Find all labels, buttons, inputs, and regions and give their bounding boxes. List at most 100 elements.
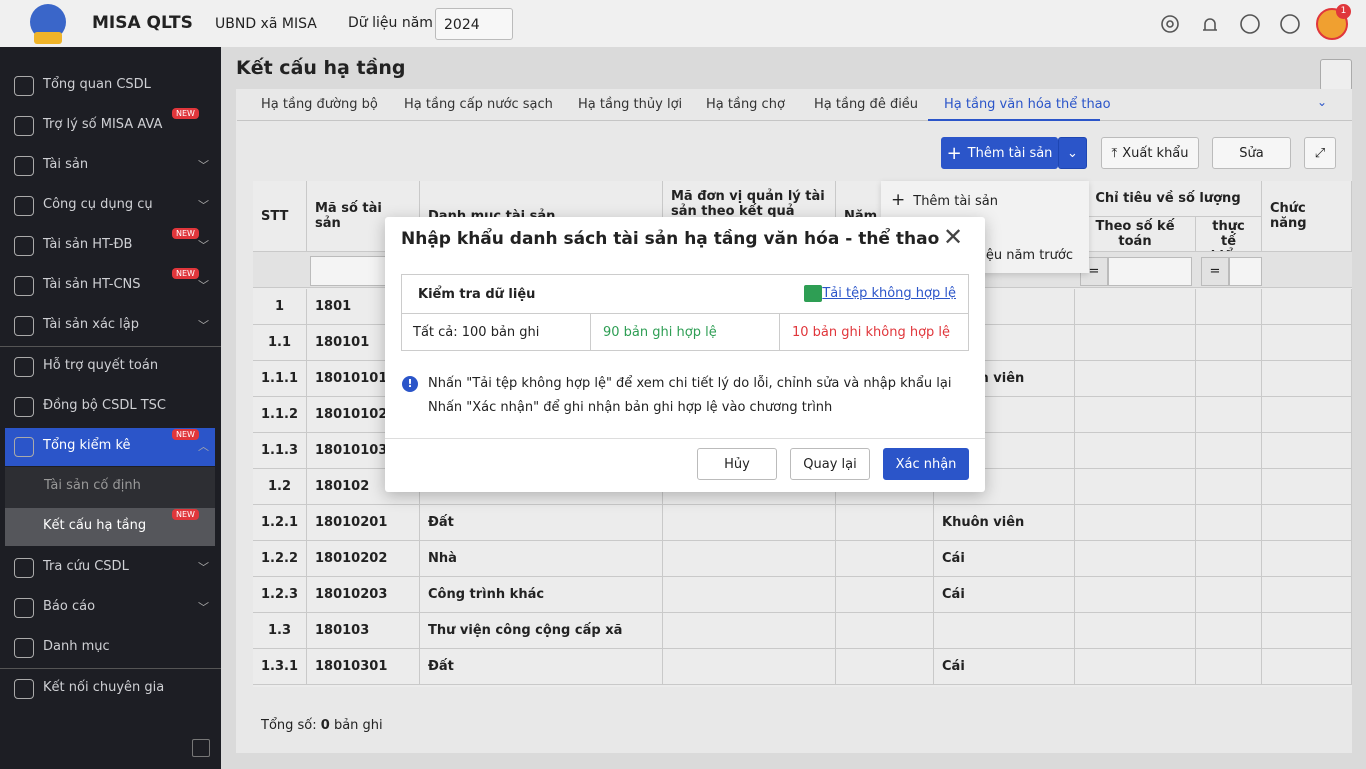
menu-item[interactable]: Tài sản xác lập xyxy=(43,317,140,332)
menu-item[interactable]: Đồng bộ CSDL TSC xyxy=(43,398,166,413)
logo xyxy=(30,4,66,44)
tab[interactable]: Hạ tầng đê điều xyxy=(814,97,919,112)
tab-bar: Hạ tầng đường bộ Hạ tầng cấp nước sạch Hạ … xyxy=(237,90,1352,121)
divider xyxy=(402,313,968,314)
table-cell xyxy=(1075,577,1196,613)
chevron: ﹀ xyxy=(198,159,209,172)
table-cell xyxy=(1196,433,1262,469)
total-records: Tất cả: 100 bản ghi xyxy=(413,325,540,340)
tab[interactable]: Hạ tầng đường bộ xyxy=(261,97,378,112)
menu-icon xyxy=(14,558,34,578)
add-dropdown[interactable]: ⌄ xyxy=(1058,137,1087,169)
menu-icon xyxy=(14,236,34,256)
menu-item[interactable]: Tài sản HT-CNS xyxy=(43,277,141,292)
header: MISA QLTS UBND xã MISA Dữ liệu năm 2024 … xyxy=(0,0,1366,47)
menu-icon xyxy=(14,357,34,377)
table-cell xyxy=(934,325,1075,361)
download-link[interactable]: Tải tệp không hợp lệ xyxy=(822,286,956,301)
menu-icon xyxy=(14,638,34,658)
fullscreen-button[interactable]: ⤢ xyxy=(1304,137,1336,169)
table-cell xyxy=(1075,541,1196,577)
menu-item[interactable]: Báo cáo xyxy=(43,599,96,614)
table-cell xyxy=(1196,613,1262,649)
menu-icon xyxy=(14,679,34,699)
app-name: MISA QLTS xyxy=(92,13,193,33)
year-label: Dữ liệu năm xyxy=(348,15,433,31)
chevron: ﹀ xyxy=(198,319,209,332)
valid-records: 90 bản ghi hợp lệ xyxy=(603,325,717,340)
new-badge: NEW xyxy=(172,509,199,520)
divider xyxy=(0,346,221,347)
table-cell xyxy=(663,649,836,685)
menu-item[interactable]: Tài sản xyxy=(43,157,89,172)
menu-item[interactable]: Tổng quan CSDL xyxy=(43,77,151,92)
year-select[interactable]: 2024 xyxy=(435,8,513,40)
cancel-button[interactable]: Hủy xyxy=(697,448,777,480)
table-cell: 18010203 xyxy=(307,577,420,613)
table-cell: Cái xyxy=(934,541,1075,577)
menu-item[interactable]: Tài sản HT-ĐB xyxy=(43,237,133,252)
settings-button[interactable] xyxy=(1320,59,1352,91)
table-cell xyxy=(1196,541,1262,577)
table-cell xyxy=(663,613,836,649)
table-cell: 1.3.1 xyxy=(253,649,307,685)
table-cell xyxy=(934,433,1075,469)
confirm-button[interactable]: Xác nhận xyxy=(883,448,969,480)
table-cell xyxy=(1196,577,1262,613)
table-cell: Đất xyxy=(420,505,663,541)
menu-icon xyxy=(14,598,34,618)
menu-item[interactable]: Công cụ dụng cụ xyxy=(43,197,153,212)
table-cell: 1.1 xyxy=(253,325,307,361)
export-button[interactable]: ⤒ Xuất khẩu xyxy=(1101,137,1199,169)
edit-label: Sửa xyxy=(1239,145,1264,161)
new-badge: NEW xyxy=(172,108,199,119)
invalid-records: 10 bản ghi không hợp lệ xyxy=(792,325,951,340)
header-cell: Chức năng xyxy=(1262,181,1352,252)
table-cell xyxy=(1262,397,1352,433)
footer: Tổng số: 0 bản ghi xyxy=(261,718,383,733)
table-cell xyxy=(1075,613,1196,649)
table-cell xyxy=(1075,469,1196,505)
tab[interactable]: Hạ tầng thủy lợi xyxy=(578,97,683,112)
menu-item[interactable]: Trợ lý số MISA AVA xyxy=(43,117,163,132)
table-cell xyxy=(1075,325,1196,361)
table-cell: Khuôn viên xyxy=(934,505,1075,541)
new-badge: NEW xyxy=(172,268,199,279)
add-button[interactable]: + Thêm tài sản xyxy=(941,137,1058,169)
menu-icon xyxy=(14,76,34,96)
filter-input[interactable] xyxy=(1229,257,1262,286)
header-cell: Mã số tài sản xyxy=(307,181,420,252)
menu-item[interactable]: Kết nối chuyên gia xyxy=(43,680,165,695)
tab[interactable]: Hạ tầng chợ xyxy=(706,97,785,112)
table-cell xyxy=(1075,649,1196,685)
table-cell: 1.2 xyxy=(253,469,307,505)
table-cell: Cái xyxy=(934,577,1075,613)
close-button[interactable]: ✕ xyxy=(943,223,964,251)
edit-button[interactable]: Sửa xyxy=(1212,137,1291,169)
menu-icon xyxy=(14,316,34,336)
tab[interactable]: Hạ tầng cấp nước sạch xyxy=(404,97,553,112)
table-cell xyxy=(934,613,1075,649)
menu-item[interactable]: Danh mục xyxy=(43,639,110,654)
table-cell xyxy=(1196,361,1262,397)
menu-item[interactable]: + Thêm tài sản xyxy=(891,190,999,210)
total-label: Tổng số: xyxy=(261,718,317,733)
total-count: 0 xyxy=(320,718,330,733)
table-cell: 1.2.3 xyxy=(253,577,307,613)
sidebar: Tổng quan CSDL Trợ lý số MISA AVA NEW Tài s… xyxy=(0,47,221,769)
menu-item[interactable]: Kết cấu hạ tầng xyxy=(43,518,147,533)
menu-item[interactable]: Tài sản cố định xyxy=(44,478,141,493)
filter-op[interactable]: = xyxy=(1201,257,1229,286)
table-cell xyxy=(1196,649,1262,685)
filter-input[interactable] xyxy=(1108,257,1192,286)
menu-item[interactable]: Tra cứu CSDL xyxy=(43,559,129,574)
tab[interactable]: Hạ tầng văn hóa thể thao xyxy=(944,97,1111,112)
new-badge: NEW xyxy=(172,228,199,239)
menu-item[interactable]: Tổng kiểm kê xyxy=(43,438,131,453)
menu-item[interactable]: liệu năm trước xyxy=(978,248,1073,263)
table-cell xyxy=(1262,325,1352,361)
table-cell: 1 xyxy=(253,289,307,325)
table-cell: 1.1.2 xyxy=(253,397,307,433)
back-button[interactable]: Quay lại xyxy=(790,448,870,480)
menu-item[interactable]: Hỗ trợ quyết toán xyxy=(43,358,159,373)
